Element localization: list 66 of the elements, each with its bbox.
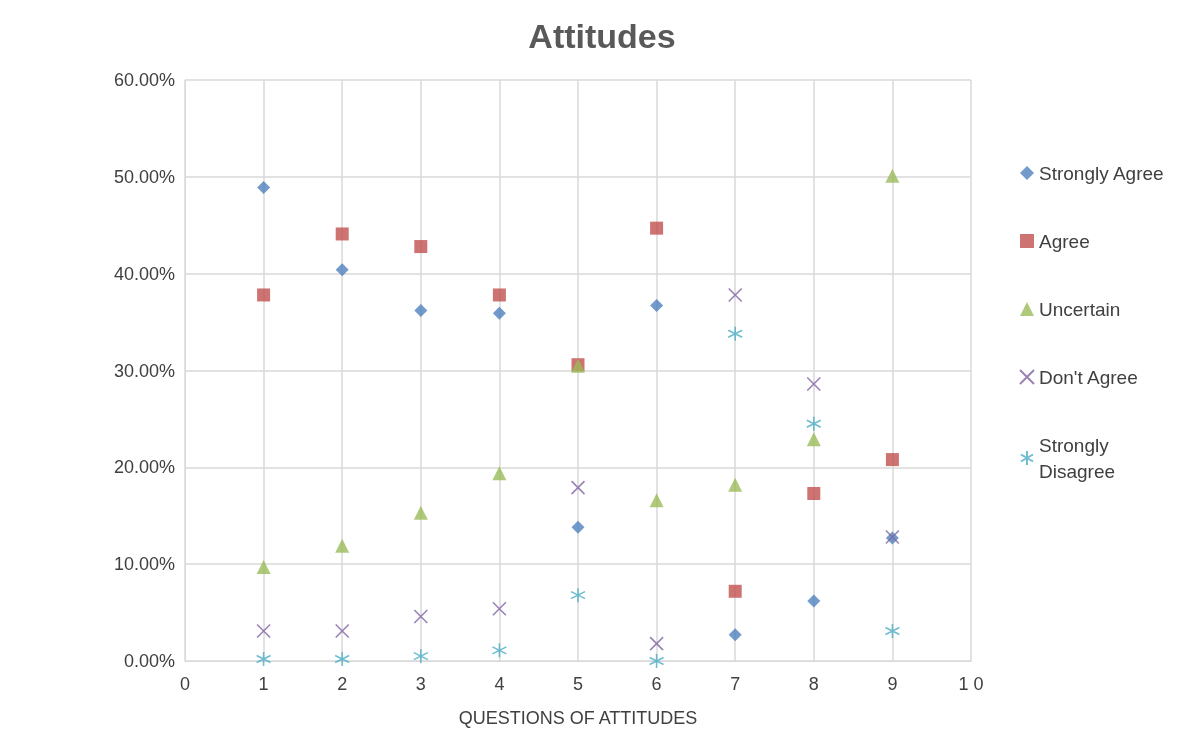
point <box>728 477 743 492</box>
x-tick-label: 4 <box>494 674 505 694</box>
point <box>257 288 271 302</box>
point <box>806 415 822 432</box>
point <box>335 538 350 553</box>
x-tick-label: 5 <box>572 674 584 694</box>
point <box>335 227 349 241</box>
point <box>413 609 429 624</box>
point <box>492 466 507 481</box>
y-tick-label: 60.00% <box>113 70 175 90</box>
legend-label: Don't Agree <box>1039 366 1138 388</box>
x-tick-label: 3 <box>415 674 426 694</box>
point <box>335 263 349 277</box>
point <box>807 594 821 608</box>
point <box>806 432 821 447</box>
point <box>334 651 350 667</box>
x-tick-label: 8 <box>808 674 819 694</box>
point <box>649 493 664 508</box>
point <box>571 520 585 534</box>
point <box>884 623 901 639</box>
x-tick-label: 9 <box>887 674 898 694</box>
point <box>256 623 271 639</box>
point <box>334 623 350 639</box>
point <box>257 180 271 194</box>
x-tick-label: 1 <box>258 674 269 694</box>
point <box>256 560 271 575</box>
point <box>885 453 899 467</box>
point <box>806 376 822 392</box>
point <box>413 505 428 520</box>
x-tick-label: 0 <box>179 674 191 694</box>
point <box>649 636 664 651</box>
point <box>807 486 821 500</box>
x-axis-title: QUESTIONS OF ATTITUDES <box>458 708 698 728</box>
point <box>492 306 506 320</box>
point <box>650 299 664 313</box>
legend-label: Strongly Disagree <box>1039 434 1116 482</box>
point <box>728 584 742 598</box>
y-tick-label: 40.00% <box>113 263 175 284</box>
legend-label: Strongly Agree <box>1039 162 1164 184</box>
point <box>727 325 743 342</box>
point <box>413 648 429 664</box>
point <box>650 221 664 235</box>
x-tick-label: 1 0 <box>958 674 984 694</box>
y-tick-label: 20.00% <box>113 457 175 478</box>
legend-label: Agree <box>1039 230 1090 252</box>
x-tick-label: 2 <box>337 674 348 694</box>
chart-title: Attitudes <box>528 17 676 55</box>
point <box>492 288 506 302</box>
x-tick-label: 6 <box>651 674 662 694</box>
point <box>491 642 508 659</box>
x-tick-label: 7 <box>730 674 741 694</box>
legend-label: Uncertain <box>1039 298 1121 320</box>
point <box>727 287 743 303</box>
point <box>885 168 900 183</box>
point <box>255 651 272 667</box>
point <box>414 303 428 317</box>
point <box>570 480 586 495</box>
y-tick-label: 50.00% <box>113 166 175 187</box>
y-tick-label: 30.00% <box>113 360 175 381</box>
point <box>728 628 742 642</box>
y-tick-label: 0.00% <box>123 651 175 671</box>
point <box>648 653 665 669</box>
point <box>570 587 586 603</box>
y-tick-label: 10.00% <box>113 554 175 575</box>
point <box>492 601 507 617</box>
point <box>414 240 428 254</box>
